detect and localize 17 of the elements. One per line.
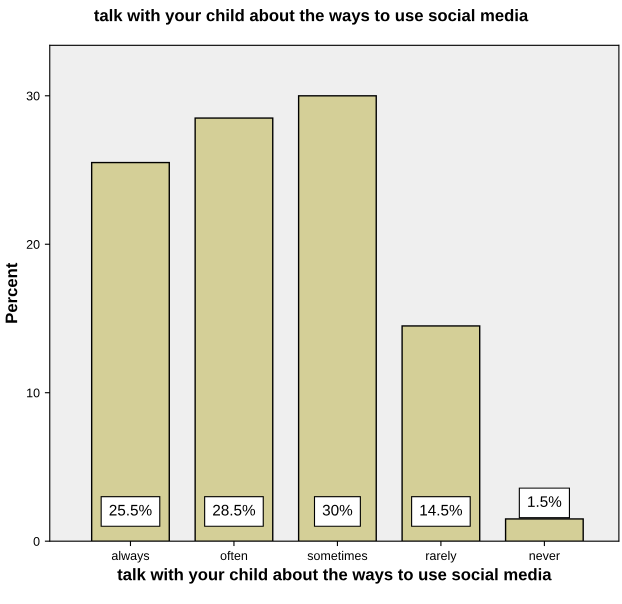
y-tick-label: 30 xyxy=(26,92,40,100)
x-tick-label: rarely xyxy=(426,550,457,563)
x-tick-label: always xyxy=(112,550,150,563)
data-label: 14.5% xyxy=(420,504,462,516)
x-tick-label: sometimes xyxy=(308,550,368,560)
data-label: 30% xyxy=(322,504,352,516)
data-label: 25.5% xyxy=(110,504,152,516)
y-tick-label: 20 xyxy=(26,240,40,249)
y-tick-label: 0 xyxy=(34,536,40,546)
chart-title: talk with your child about the ways to use social media xyxy=(94,9,528,25)
data-label: 1.5% xyxy=(528,496,562,507)
x-axis-title: talk with your child about the ways to use social media xyxy=(117,568,552,584)
y-tick-label: 10 xyxy=(27,388,40,398)
x-tick-label: often xyxy=(220,550,248,560)
y-axis-title: Percent xyxy=(6,262,18,323)
data-label: 28.5% xyxy=(213,504,256,516)
x-tick-label: never xyxy=(530,553,560,560)
